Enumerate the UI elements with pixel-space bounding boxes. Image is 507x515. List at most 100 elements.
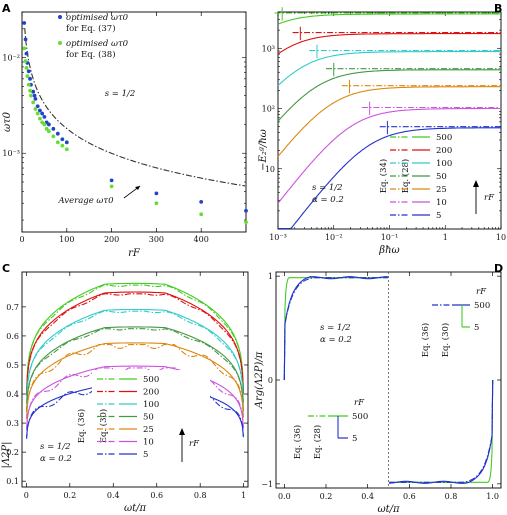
- x-tick-label: 0.0: [278, 492, 291, 501]
- x-tick-label: 10⁻¹: [381, 233, 399, 242]
- scatter-point: [26, 69, 31, 74]
- series-line-eq30: [26, 282, 244, 391]
- x-tick-label: 0: [19, 235, 24, 244]
- y-axis-label: −E₂ᵍ/ħω: [258, 129, 269, 171]
- phase-line-500-bottom: [389, 379, 494, 483]
- panel-a-frame: [21, 11, 247, 233]
- legend-label-eq: for Eq. (37): [66, 23, 116, 34]
- scatter-point: [42, 114, 47, 119]
- x-tick-label: 300: [149, 235, 164, 244]
- panel-d: 0.0 0.2 0.4 0.6 0.8 1.0 −1 0 1 ωt/π Arg(Λ2P)/π Eq. …: [254, 271, 502, 515]
- scatter-point: [55, 131, 60, 136]
- panel-c: 0 0.2 0.4 0.6 0.8 1 0.1 0.2 0.3 0.4 0.5 0.6 0.7 ωt/π |…: [1, 271, 249, 514]
- legend-value-top: 500: [474, 301, 490, 311]
- series-line-eq36: [26, 367, 244, 431]
- x-tick-label: 200: [104, 235, 119, 244]
- param-annotation: s = 1/2: [105, 89, 136, 99]
- legend-value: 10: [143, 438, 154, 448]
- scatter-point: [35, 104, 40, 109]
- phase-line-500-top: [283, 277, 388, 381]
- scatter-point: [31, 100, 36, 105]
- legend-value: 25: [143, 425, 154, 435]
- series-line-eq28: [278, 127, 501, 230]
- scatter-point: [44, 126, 49, 131]
- average-fit-line: [24, 28, 246, 187]
- scatter-point: [28, 88, 32, 93]
- y-tick-label: 10⁻³: [2, 149, 20, 158]
- average-annotation: Average ωτ0: [58, 196, 115, 206]
- x-axis-label: ωt/π: [377, 504, 400, 515]
- series-line-eq30: [26, 291, 244, 395]
- param-annotation: s = 1/2: [40, 442, 71, 452]
- scatter-point: [32, 93, 37, 98]
- legend-marker: [58, 41, 62, 45]
- series-line-eq36: [26, 284, 244, 392]
- scatter-point: [22, 46, 27, 51]
- legend-bottom-eq-left: Eq. (36): [292, 425, 303, 460]
- phase-line-5-top-eq36: [283, 277, 388, 381]
- series-line-eq28: [277, 107, 501, 204]
- series-line-eq28: [277, 13, 501, 25]
- x-axis-label: rF: [128, 248, 141, 259]
- series-line-eq36: [26, 310, 244, 404]
- y-tick-label: 0.5: [6, 361, 19, 370]
- x-tick-label: 1: [443, 233, 448, 242]
- legend-label-eq: for Eq. (38): [66, 49, 116, 60]
- param-annotation-2: α = 0.2: [320, 335, 352, 345]
- scatter-point: [244, 208, 248, 213]
- scatter-point: [46, 122, 51, 127]
- scatter-point: [38, 108, 42, 113]
- x-tick-label: 1.0: [486, 492, 499, 501]
- legend-value: 5: [436, 211, 441, 221]
- scatter-point: [154, 201, 159, 206]
- x-tick-label: 0.2: [63, 491, 76, 500]
- scatter-point: [154, 191, 159, 196]
- x-tick-label: 0.8: [445, 492, 458, 501]
- series-line-eq28: [277, 51, 501, 87]
- scatter-point: [35, 111, 40, 116]
- legend-background: [92, 370, 210, 466]
- y-tick-label: 0.2: [6, 448, 19, 457]
- series-line-eq28: [277, 69, 501, 122]
- panel-b: 10⁻³ 10⁻² 10⁻¹ 1 10 10 10² 10³ βħω −E₂ᵍ/ħω Eq. (34…: [258, 7, 506, 256]
- legend-arrow-label: rF: [484, 193, 495, 203]
- legend-arrow-label-top: rF: [476, 287, 487, 297]
- scatter-point: [26, 82, 31, 87]
- x-tick-label: 0.8: [194, 491, 207, 500]
- legend-arrow-label-bottom: rF: [354, 398, 365, 408]
- legend-value: 200: [143, 388, 159, 398]
- scatter-point: [60, 143, 65, 148]
- scatter-point: [40, 111, 45, 116]
- panel-c-frame: [21, 271, 249, 488]
- scatter-point: [46, 129, 51, 134]
- param-annotation-2: α = 0.2: [40, 454, 72, 464]
- y-tick-label: 10²: [262, 105, 275, 114]
- param-annotation: s = 1/2: [320, 323, 351, 333]
- series-line-eq36: [26, 344, 244, 420]
- legend-top-eq-right: Eq. (30): [440, 323, 451, 358]
- scatter-point: [23, 59, 28, 63]
- scatter-point: [199, 199, 204, 204]
- legend-value: 500: [143, 375, 159, 385]
- legend-value: 5: [143, 450, 148, 460]
- y-tick-label: 10⁻²: [2, 54, 20, 63]
- panel-label-d: D: [494, 262, 503, 275]
- x-tick-label: 10: [496, 233, 506, 242]
- legend-eq-left: Eq. (36): [76, 409, 87, 444]
- y-axis-label: |Λ2P|: [1, 441, 12, 468]
- scatter-point: [51, 134, 56, 139]
- param-annotation: s = 1/2: [312, 183, 343, 193]
- scatter-point: [42, 122, 47, 127]
- legend-label: optimised ωτ0: [66, 39, 129, 49]
- series-line-eq30: [26, 326, 244, 411]
- scatter-point: [109, 178, 114, 183]
- panel-label-c: C: [2, 262, 10, 275]
- x-tick-label: 0.4: [361, 492, 374, 501]
- legend-bottom-eq-right: Eq. (28): [312, 425, 323, 460]
- scatter-point: [24, 51, 29, 56]
- legend-value: 100: [143, 400, 159, 410]
- legend-value: 50: [436, 172, 447, 182]
- scatter-point: [31, 89, 36, 94]
- scatter-point: [38, 116, 42, 121]
